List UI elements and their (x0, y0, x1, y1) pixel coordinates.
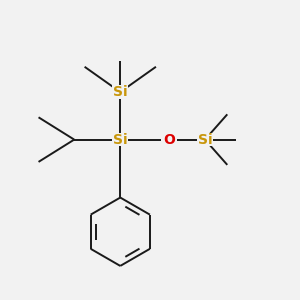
FancyBboxPatch shape (197, 133, 213, 146)
FancyBboxPatch shape (112, 133, 128, 146)
Text: O: O (164, 133, 175, 147)
Text: Si: Si (113, 85, 127, 99)
FancyBboxPatch shape (112, 85, 128, 99)
Text: Si: Si (198, 133, 212, 147)
Text: Si: Si (113, 133, 127, 147)
FancyBboxPatch shape (161, 133, 178, 146)
